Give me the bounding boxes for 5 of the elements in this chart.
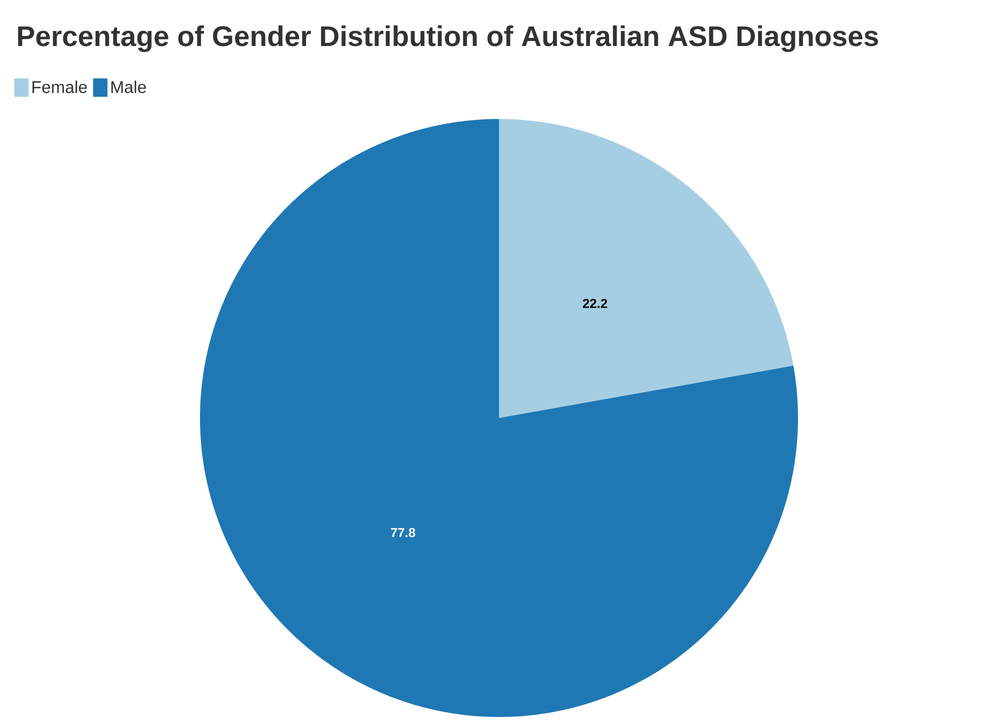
data-label: 22.2 [582,298,608,308]
chart-title: Percentage of Gender Distribution of Australian ASD Diagnoses [18,25,878,52]
legend-label: Male [111,80,146,94]
data-label: 77.8 [390,528,416,538]
legend-label: Female [32,80,87,94]
